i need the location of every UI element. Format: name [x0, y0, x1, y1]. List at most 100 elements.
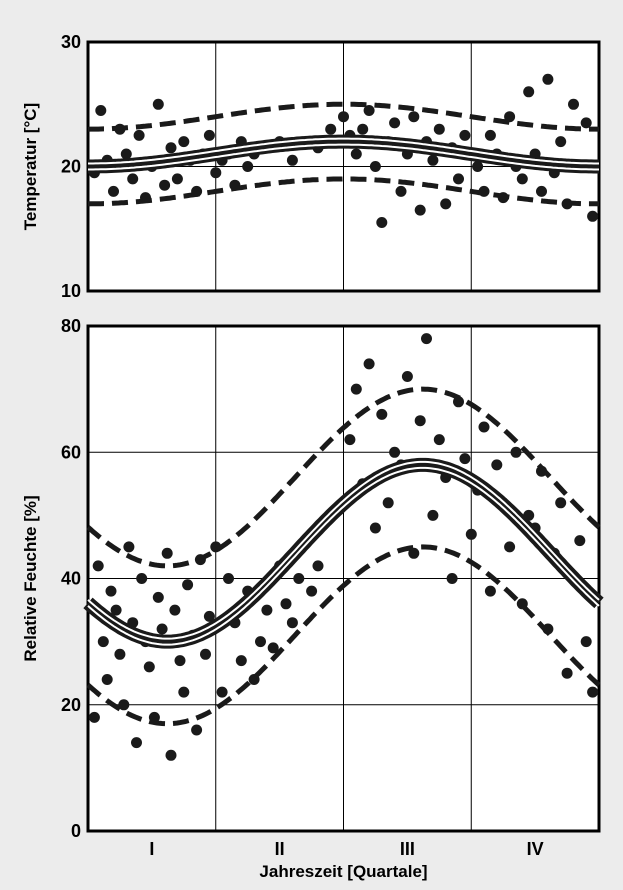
data-point — [555, 136, 567, 148]
y-tick-label: 0 — [71, 821, 81, 841]
x-tick-label: II — [275, 839, 285, 859]
data-point — [171, 173, 183, 185]
data-point — [350, 148, 362, 160]
data-point — [169, 604, 181, 616]
data-point — [382, 497, 394, 509]
data-point — [101, 674, 113, 685]
data-point — [484, 585, 496, 597]
data-point — [555, 497, 567, 509]
data-point — [427, 509, 439, 521]
data-point — [235, 655, 247, 667]
data-point — [267, 642, 279, 654]
data-point — [174, 655, 186, 667]
data-point — [286, 154, 298, 166]
data-point — [376, 408, 388, 420]
y-tick-label: 20 — [61, 695, 81, 715]
data-point — [261, 604, 273, 616]
data-point — [280, 598, 292, 610]
y-tick-label: 40 — [61, 569, 81, 589]
data-point — [97, 636, 109, 648]
data-point — [114, 648, 126, 660]
y-tick-label: 30 — [61, 32, 81, 52]
data-point — [255, 636, 266, 648]
data-point — [110, 604, 122, 616]
data-point — [536, 185, 547, 197]
y-tick-label: 80 — [61, 316, 81, 336]
data-point — [182, 579, 194, 591]
data-point — [344, 434, 356, 446]
data-point — [123, 541, 135, 553]
data-point — [363, 105, 375, 116]
data-point — [587, 686, 599, 698]
data-point — [433, 123, 445, 135]
data-point — [178, 686, 190, 698]
data-point — [152, 591, 164, 603]
data-point — [105, 585, 117, 597]
data-point — [587, 210, 599, 222]
lower_band-curve — [86, 544, 601, 727]
data-point — [414, 415, 426, 427]
data-point — [178, 136, 190, 148]
data-point — [210, 167, 222, 179]
data-point — [159, 179, 171, 191]
data-point — [88, 711, 100, 723]
mean-curve-upper-line — [88, 137, 599, 165]
data-point — [338, 111, 349, 123]
data-point — [363, 358, 375, 370]
data-point — [401, 371, 413, 382]
data-point — [200, 648, 211, 660]
data-point — [120, 148, 132, 160]
data-point — [459, 453, 471, 465]
y-tick-label: 60 — [61, 442, 81, 462]
mean-curve-lower-line — [87, 466, 600, 646]
data-point — [561, 667, 573, 679]
x-tick-label: I — [149, 839, 154, 859]
data-point — [440, 198, 452, 210]
data-point — [510, 446, 522, 458]
data-point — [131, 737, 142, 749]
data-point — [143, 661, 155, 673]
data-point — [453, 173, 464, 185]
data-point — [484, 129, 496, 141]
data-point — [92, 560, 104, 572]
data-point — [376, 217, 388, 228]
x-axis-title: Jahreszeit [Quartale] — [259, 862, 427, 881]
x-tick-label: IV — [527, 839, 544, 859]
data-point — [357, 123, 369, 135]
data-point — [574, 535, 586, 547]
data-point — [389, 117, 401, 129]
data-point — [427, 154, 439, 166]
y-axis-title: Relative Feuchte [%] — [21, 495, 40, 661]
y-tick-label: 10 — [61, 281, 81, 301]
data-point — [306, 585, 318, 597]
data-point — [350, 383, 362, 395]
data-point — [459, 129, 471, 141]
data-point — [293, 573, 305, 584]
data-point — [118, 699, 130, 711]
data-point — [286, 617, 298, 629]
mean-curve-lower-line — [88, 143, 599, 171]
data-point — [312, 560, 324, 572]
data-point — [191, 724, 203, 736]
data-point — [414, 204, 426, 216]
data-point — [161, 547, 173, 559]
data-point — [133, 129, 145, 141]
data-point — [542, 73, 554, 85]
x-tick-label: III — [400, 839, 415, 859]
data-point — [504, 541, 516, 553]
data-point — [472, 161, 484, 172]
data-point — [408, 111, 420, 123]
chart-panel-top: 10 20 30 Temperatur [°C] — [21, 32, 601, 301]
data-point — [433, 434, 445, 446]
data-point — [223, 573, 234, 584]
data-point — [95, 105, 107, 116]
data-point — [369, 161, 381, 172]
data-point — [325, 123, 337, 135]
data-point — [165, 749, 177, 761]
upper_band-curve — [86, 386, 601, 569]
data-point — [523, 86, 535, 98]
data-point — [516, 173, 528, 185]
lower_band-curve — [87, 176, 600, 207]
